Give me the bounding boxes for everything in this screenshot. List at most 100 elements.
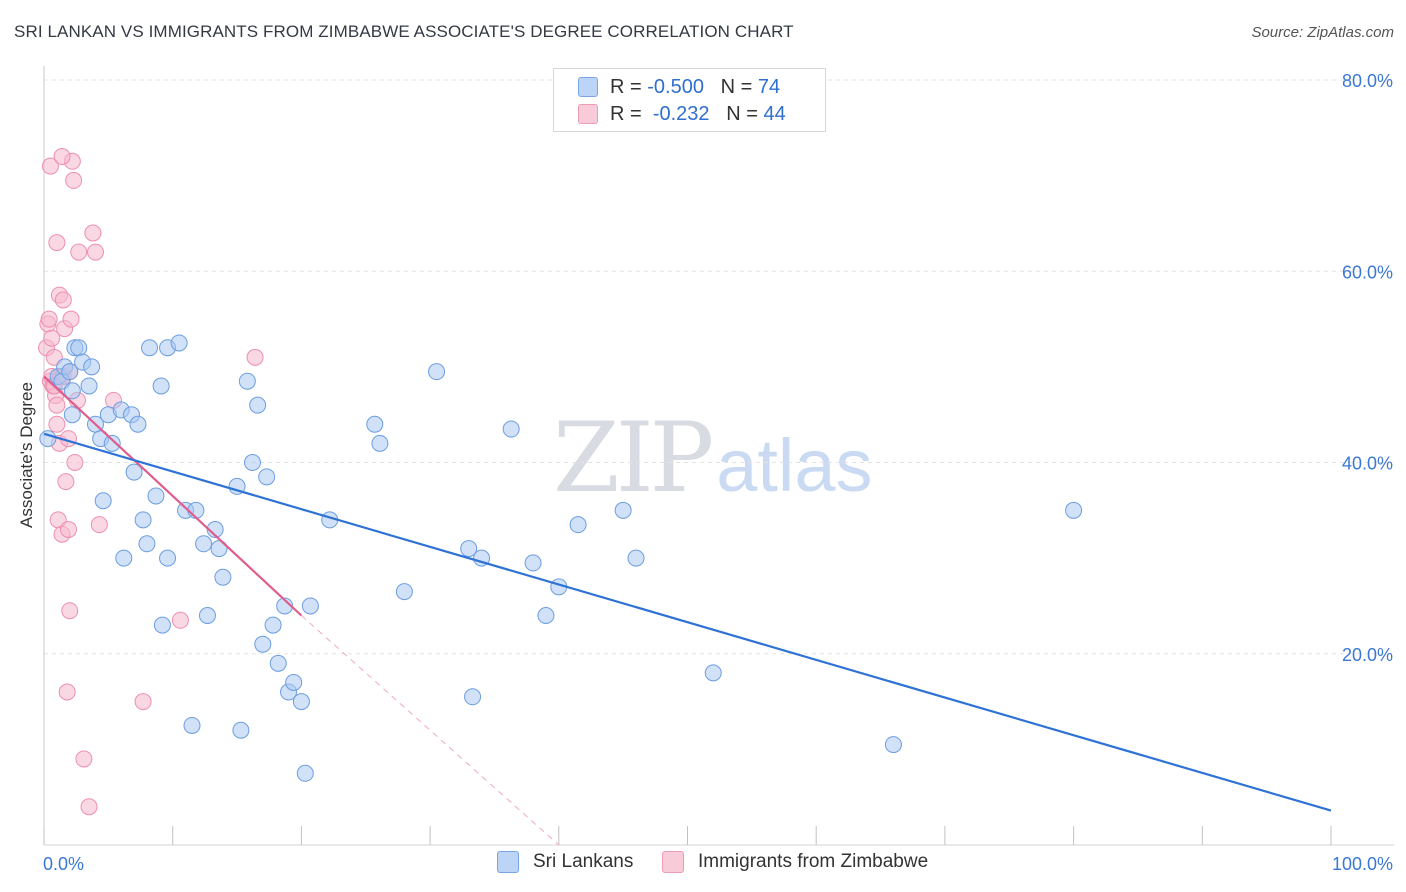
legend-r-value: -0.232 (652, 102, 710, 125)
sri-lankan-point (285, 673, 303, 691)
sri-lankan-point (502, 420, 520, 438)
y-tick-label: 20.0% (1342, 645, 1393, 665)
legend-item-sri-lankans: Sri Lankans (497, 851, 633, 873)
zimbabwe-point (41, 157, 59, 175)
legend-r-label: R = (610, 75, 642, 98)
sri-lankan-point (147, 487, 165, 505)
legend-n-value: 74 (757, 75, 781, 98)
sri-lankan-point (243, 454, 261, 471)
series-legend: Sri Lankans Immigrants from Zimbabwe (0, 851, 1406, 877)
sri-lankans-label: Sri Lankans (533, 851, 634, 872)
zimbabwe-point (43, 329, 61, 347)
sri-lankan-point (61, 363, 79, 381)
zimbabwe-point (48, 396, 66, 414)
sri-lankan-point (569, 516, 587, 534)
y-tick-label: 40.0% (1342, 454, 1393, 474)
sri-lankan-point (238, 372, 256, 390)
sri-lankan-point (183, 716, 201, 734)
sri-lankan-point (159, 549, 177, 567)
legend-n-label: N = (726, 102, 758, 125)
sri-lankan-point (296, 764, 314, 782)
sri-lankan-point (152, 377, 170, 395)
sri-lankan-point (232, 721, 250, 739)
sri-lankan-point (63, 406, 81, 424)
zimbabwe-point (61, 602, 79, 620)
zimbabwe-trend-extension (301, 615, 560, 846)
sri-lankan-point (63, 382, 81, 400)
sri-lankan-point (258, 468, 276, 486)
zipatlas-watermark: ZIPatlas (553, 402, 873, 514)
sri-lankan-point (83, 358, 101, 376)
zimbabwe-point (84, 224, 102, 242)
sri-lankan-point (249, 396, 267, 414)
sri-lankan-point (39, 430, 57, 448)
correlation-legend: R = -0.500 N = 74 R = -0.232 N = 44 (553, 68, 826, 132)
sri-lankan-point (537, 607, 555, 624)
sri-lankan-point (464, 688, 482, 706)
sri-lankan-point (301, 597, 319, 615)
sri-lankan-point (884, 736, 902, 754)
sri-lankan-point (210, 540, 228, 558)
zimbabwe-point (48, 415, 66, 433)
watermark-atlas: atlas (716, 424, 873, 507)
zimbabwe-point (90, 516, 108, 534)
sri-lankan-point (366, 415, 384, 433)
zimbabwe-point (86, 243, 104, 261)
zimbabwe-point (65, 171, 83, 189)
x-tick-label: 100.0% (1332, 854, 1393, 874)
sri-lankan-point (371, 434, 389, 452)
sri-lankan-point (627, 549, 645, 567)
zimbabwe-point (48, 234, 66, 252)
sri-lankan-point (524, 554, 542, 572)
y-tick-label: 60.0% (1342, 262, 1393, 282)
zimbabwe-trend-line (43, 375, 303, 617)
sri-lankan-point (428, 363, 446, 381)
sri-lankan-point (70, 339, 88, 357)
zimbabwe-point (66, 454, 84, 471)
sri-lankan-point (269, 654, 287, 672)
sri-lankans-swatch (497, 851, 519, 873)
sri-lankan-point (129, 415, 147, 433)
zimbabwe-point (54, 291, 72, 309)
legend-n-value: 44 (763, 102, 786, 125)
sri-lankan-point (138, 535, 156, 553)
sri-lankan-point (134, 511, 152, 529)
sri-lankan-point (195, 535, 213, 553)
sri-lankan-point (141, 339, 159, 357)
sri-lankan-point (153, 616, 171, 634)
source-label: Source: ZipAtlas.com (1251, 24, 1394, 41)
zimbabwe-point (75, 750, 93, 768)
legend-item-zimbabwe: Immigrants from Zimbabwe (662, 851, 928, 873)
legend-swatch-pink (578, 104, 598, 124)
zimbabwe-point (134, 693, 152, 711)
sri-lankan-point (395, 583, 413, 601)
x-tick-label: 0.0% (43, 854, 84, 874)
zimbabwe-point (171, 611, 189, 629)
sri-lankan-trend-line (43, 432, 1332, 812)
zimbabwe-point (59, 520, 77, 538)
zimbabwe-swatch (662, 851, 684, 873)
sri-lankan-point (1065, 501, 1083, 519)
sri-lankan-point (614, 501, 632, 519)
legend-n-label: N = (720, 75, 753, 98)
sri-lankan-point (187, 501, 205, 519)
sri-lankan-point (170, 334, 188, 352)
zimbabwe-point (80, 798, 98, 816)
zimbabwe-point (40, 310, 58, 328)
sri-lankan-point (80, 377, 98, 395)
sri-lankan-point (214, 568, 232, 586)
sri-lankan-point (115, 549, 133, 567)
y-tick-label: 80.0% (1342, 71, 1393, 91)
legend-swatch-blue (578, 77, 598, 97)
sri-lankan-point (704, 664, 722, 682)
zimbabwe-point (58, 683, 76, 701)
sri-lankan-point (292, 693, 310, 711)
zimbabwe-point (246, 348, 264, 366)
legend-r-label: R = (610, 102, 642, 125)
zimbabwe-point (70, 243, 88, 261)
sri-lankan-point (460, 540, 478, 558)
zimbabwe-point (53, 148, 71, 165)
sri-lankan-point (103, 434, 121, 452)
sri-lankan-point (198, 607, 216, 624)
